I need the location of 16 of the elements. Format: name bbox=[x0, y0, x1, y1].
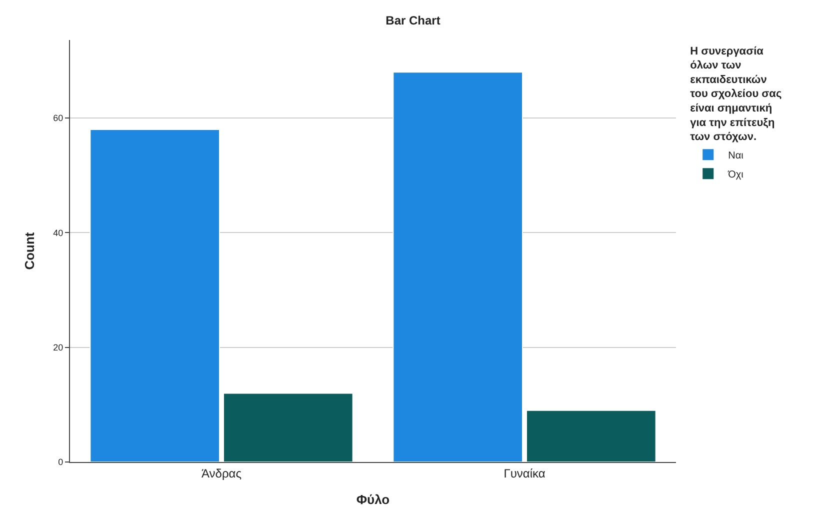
chart-title: Bar Chart bbox=[386, 13, 440, 28]
bar bbox=[392, 72, 523, 462]
bar bbox=[526, 410, 656, 462]
legend-label: Ναι bbox=[728, 150, 744, 162]
x-axis-title: Φύλο bbox=[356, 492, 390, 507]
x-tick-label: Γυναίκα bbox=[504, 466, 546, 480]
y-tick-label: 40 bbox=[53, 228, 64, 238]
legend-title: Η συνεργασία όλων των εκπαιδευτικών του σχολείου σας είναι σημαντική για την επίτευξη των στόχων. bbox=[690, 45, 782, 144]
bar bbox=[223, 392, 354, 462]
y-tick-label: 0 bbox=[58, 457, 64, 468]
x-tick-label: Άνδρας bbox=[201, 466, 242, 480]
y-tick-label: 60 bbox=[53, 113, 64, 124]
y-axis-title: Count bbox=[22, 232, 38, 270]
y-tick-label: 20 bbox=[53, 342, 64, 352]
legend-label: Όχι bbox=[727, 170, 744, 180]
bar bbox=[90, 128, 220, 462]
